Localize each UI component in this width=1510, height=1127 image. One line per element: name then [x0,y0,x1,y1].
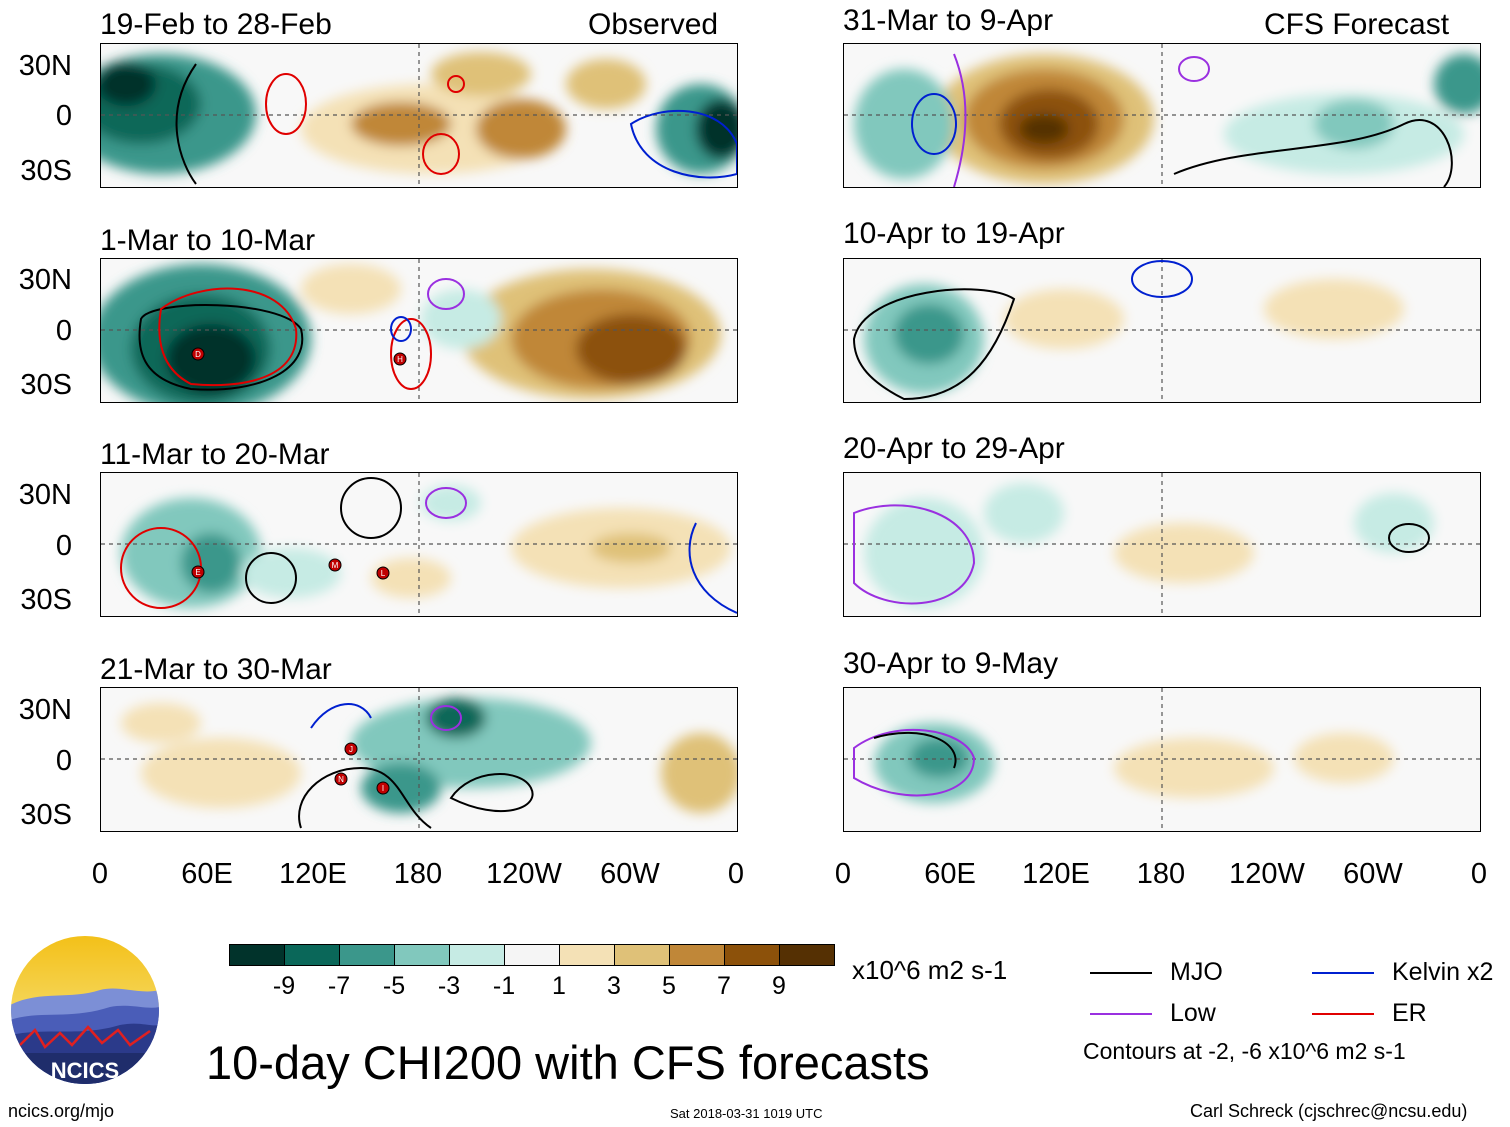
storm-marker: I [382,784,384,793]
map-panel-fc-4 [843,687,1481,832]
colorbar-tick-label: -3 [437,972,461,1000]
legend-low-label: Low [1170,999,1216,1027]
map-panel-obs-4: J N I [100,687,738,832]
legend-kelvin-label: Kelvin x2 [1392,958,1494,986]
anomaly-field [101,44,737,187]
lon-label: 0 [91,858,109,890]
colorbar-tick-label: -7 [327,972,351,1000]
lon-label: 60W [1343,858,1403,890]
map-panel-obs-3: E M L [100,472,738,617]
anomaly-field [844,688,1480,831]
colorbar-swatch [779,944,835,966]
lon-label: 60W [600,858,660,890]
legend-er-label: ER [1392,999,1427,1027]
storm-marker: J [349,745,353,754]
colorbar-swatch [394,944,450,966]
lon-label: 120W [486,858,562,890]
logo-text: NCICS [51,1058,119,1083]
storm-marker: N [338,775,344,784]
storm-marker: E [195,568,200,577]
lat-label-30n: 30N [18,479,72,511]
colorbar-tick-label: 1 [552,972,566,1000]
legend-kelvin-line [1312,972,1374,974]
anomaly-field: E M L [101,473,737,616]
footer-timestamp: Sat 2018-03-31 1019 UTC [670,1106,823,1121]
lat-label-eq: 0 [55,745,72,777]
legend-mjo-line [1090,972,1152,974]
anomaly-field [844,473,1480,616]
map-panel-fc-2 [843,258,1481,403]
lat-label-eq: 0 [55,100,72,132]
lon-label: 120E [279,858,347,890]
lat-label-30n: 30N [18,694,72,726]
legend-mjo-label: MJO [1170,958,1223,986]
colorbar-tick-label: 3 [607,972,621,1000]
lat-label-30n: 30N [18,50,72,82]
panel-title-obs-2: 1-Mar to 10-Mar [100,224,316,257]
map-panel-obs-1 [100,43,738,188]
storm-marker: L [381,569,386,578]
contours-note: Contours at -2, -6 x10^6 m2 s-1 [1083,1038,1406,1064]
lon-label: 60E [924,858,976,890]
panel-title-obs-1: 19-Feb to 28-Feb [100,8,332,41]
map-panel-fc-1 [843,43,1481,188]
panel-title-fc-1: 31-Mar to 9-Apr [843,4,1054,37]
main-title: 10-day CHI200 with CFS forecasts [206,1036,930,1089]
colorbar-swatch [724,944,780,966]
colorbar-swatch [284,944,340,966]
colorbar-swatch [339,944,395,966]
legend-low-line [1090,1013,1152,1015]
colorbar-swatch [449,944,505,966]
lon-label: 0 [1470,858,1488,890]
colorbar-tick-label: -9 [272,972,296,1000]
lon-label: 0 [727,858,745,890]
legend-er-line [1312,1013,1374,1015]
colorbar-tick-label: 9 [772,972,786,1000]
lat-label-30s: 30S [20,155,72,187]
lon-label: 120W [1229,858,1305,890]
colorbar-swatch [669,944,725,966]
colorbar-tick-label: -5 [382,972,406,1000]
panel-title-fc-3: 20-Apr to 29-Apr [843,432,1065,465]
lon-label: 0 [834,858,852,890]
storm-marker: D [195,350,201,359]
lat-label-30s: 30S [20,584,72,616]
anomaly-field [844,44,1480,187]
colorbar-swatch [559,944,615,966]
forecast-header: CFS Forecast [1264,8,1450,41]
lon-label: 180 [1136,858,1186,890]
anomaly-field: D H [101,259,737,402]
ncics-logo: NCICS [10,935,160,1085]
colorbar-swatch [504,944,560,966]
panel-title-obs-4: 21-Mar to 30-Mar [100,653,332,686]
panel-title-obs-3: 11-Mar to 20-Mar [100,438,330,471]
colorbar-tick-label: -1 [492,972,516,1000]
colorbar-units: x10^6 m2 s-1 [852,955,1008,985]
lat-label-eq: 0 [55,315,72,347]
anomaly-field: J N I [101,688,737,831]
lat-label-30s: 30S [20,369,72,401]
lat-label-eq: 0 [55,530,72,562]
footer-author: Carl Schreck (cjschrec@ncsu.edu) [1190,1101,1468,1121]
ncics-logo-icon: NCICS [11,936,159,1084]
map-panel-obs-2: D H [100,258,738,403]
lat-label-30s: 30S [20,799,72,831]
lat-label-30n: 30N [18,264,72,296]
storm-marker: M [332,561,339,570]
lon-label: 180 [393,858,443,890]
observed-header: Observed [588,8,719,41]
storm-marker: H [397,355,403,364]
panel-title-fc-2: 10-Apr to 19-Apr [843,217,1065,250]
colorbar-swatch [614,944,670,966]
lon-label: 120E [1022,858,1090,890]
footer-url[interactable]: ncics.org/mjo [8,1101,115,1121]
colorbar-swatch [229,944,285,966]
anomaly-field [844,259,1480,402]
panel-title-fc-4: 30-Apr to 9-May [843,647,1059,680]
map-panel-fc-3 [843,472,1481,617]
colorbar-tick-label: 5 [662,972,676,1000]
colorbar-tick-label: 7 [717,972,731,1000]
lon-label: 60E [181,858,233,890]
